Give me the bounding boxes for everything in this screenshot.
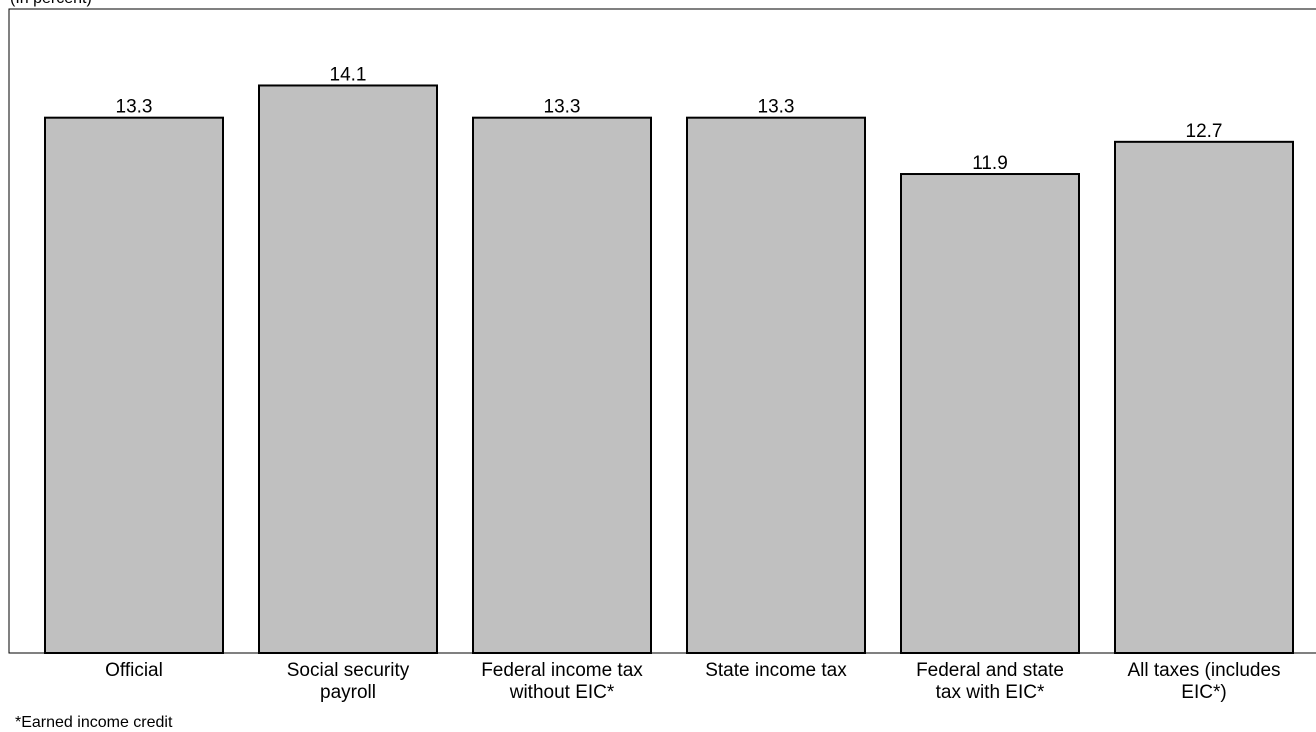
- value-label: 13.3: [116, 97, 153, 118]
- bar: [686, 116, 866, 655]
- x-tick-label: Social security payroll: [286, 660, 410, 703]
- value-label: 14.1: [330, 64, 367, 85]
- x-tick-label: Official: [105, 660, 163, 681]
- value-label: 11.9: [972, 153, 1008, 174]
- bar: [258, 84, 438, 655]
- x-tick-label: All taxes (includes EIC*): [1127, 660, 1281, 703]
- value-label: 12.7: [1186, 121, 1223, 142]
- bar: [44, 116, 224, 655]
- bar: [1114, 140, 1294, 654]
- bar: [900, 173, 1080, 654]
- footnote: *Earned income credit: [15, 714, 173, 731]
- x-tick-label: Federal income tax without EIC*: [481, 660, 643, 703]
- subtitle: (In percent): [10, 0, 92, 8]
- plot-frame: [8, 8, 1316, 654]
- value-label: 13.3: [544, 97, 581, 118]
- bar: [472, 116, 652, 655]
- x-tick-label: Federal and state tax with EIC*: [916, 660, 1064, 703]
- value-label: 13.3: [758, 97, 795, 118]
- x-tick-label: State income tax: [705, 660, 847, 681]
